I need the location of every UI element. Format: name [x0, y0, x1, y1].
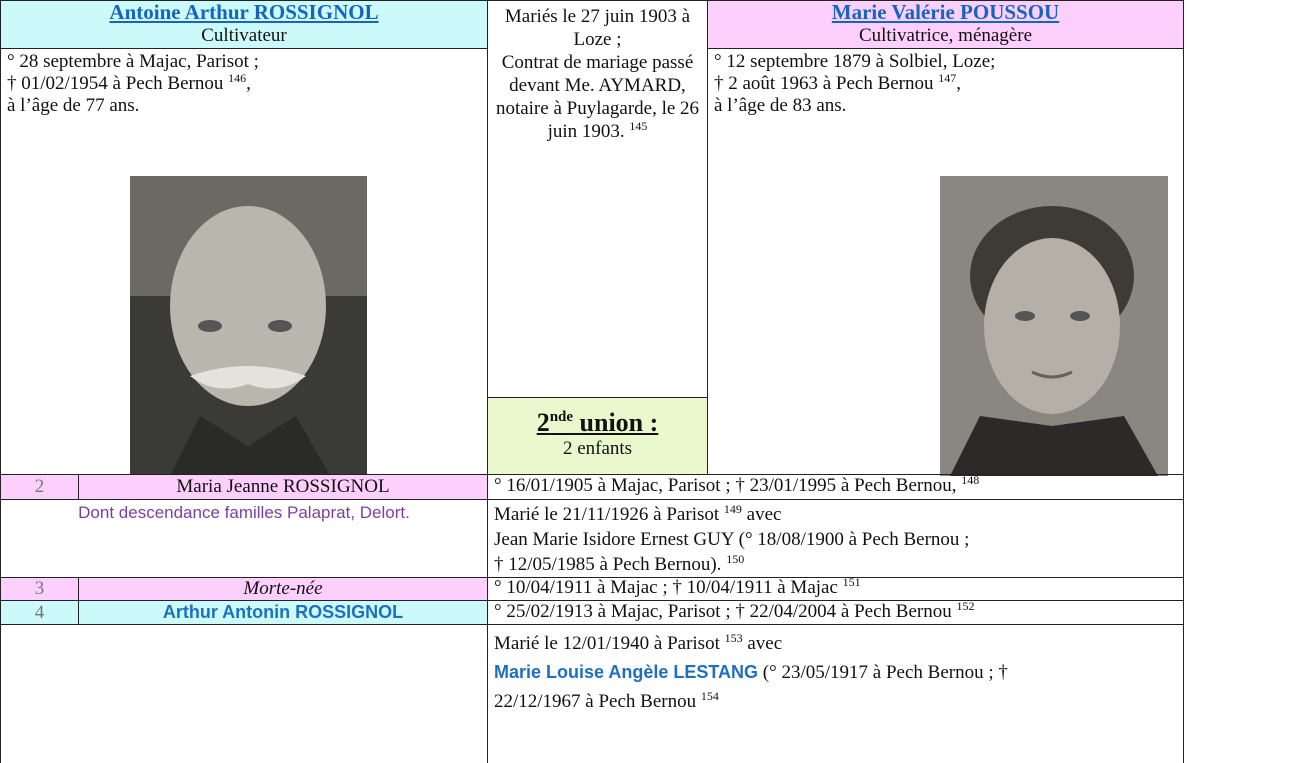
union-children: 2 enfants [562, 438, 633, 459]
child-dates-text: ° 25/02/1913 à Majac, Parisot ; † 22/04/… [494, 601, 952, 622]
footnote: 152 [956, 599, 975, 613]
child-dates: ° 10/04/1911 à Majac ; † 10/04/1911 à Ma… [487, 575, 1184, 601]
child-dates-text: ° 16/01/1905 à Majac, Parisot ; † 23/01/… [494, 475, 957, 496]
child-name: Maria Jeanne ROSSIGNOL [78, 474, 488, 500]
child-number: 3 [0, 577, 79, 601]
marriage-with: avec [747, 633, 783, 654]
wife-death-line: † 2 août 1963 à Pech Bernou 147, [714, 71, 1177, 95]
marriage-cell: Mariés le 27 juin 1903 à Loze ; Contrat … [487, 0, 708, 398]
husband-photo [130, 176, 367, 476]
marriage-text: Marié le 12/01/1940 à Parisot [494, 633, 720, 654]
husband-name: Antoine Arthur ROSSIGNOL [109, 0, 379, 24]
child-descendance: Dont descendance familles Palaprat, Delo… [0, 499, 488, 578]
wife-name: Marie Valérie POUSSOU [831, 0, 1060, 24]
union-suffix: nde [549, 409, 574, 425]
union-title: 2nde union : [488, 408, 707, 438]
child-number: 4 [0, 600, 79, 625]
child-name: Morte-née [78, 577, 488, 601]
spouse: Marie Louise Angèle LESTANG [494, 662, 759, 682]
husband-age: à l’âge de 77 ans. [7, 95, 140, 116]
wife-occupation: Cultivatrice, ménagère [858, 25, 1033, 46]
footnote: 149 [723, 502, 742, 516]
husband-death: † 01/02/1954 à Pech Bernou [7, 73, 224, 94]
child-name: Arthur Antonin ROSSIGNOL [78, 600, 488, 625]
wife-birth: ° 12 septembre 1879 à Solbiel, Loze; [714, 51, 996, 72]
husband-death-line: † 01/02/1954 à Pech Bernou 146, [7, 71, 481, 95]
husband-details: ° 28 septembre à Majac, Parisot ; † 01/0… [0, 48, 488, 475]
spouse-death: † 12/05/1985 à Pech Bernou). [494, 554, 722, 575]
empty-cell [0, 624, 488, 763]
wife-details: ° 12 septembre 1879 à Solbiel, Loze; † 2… [707, 48, 1184, 475]
child-dates-text: ° 10/04/1911 à Majac ; † 10/04/1911 à Ma… [494, 577, 838, 598]
wife-header: Marie Valérie POUSSOU Cultivatrice, ména… [707, 0, 1184, 49]
child-number: 2 [0, 474, 79, 500]
footnote: 145 [629, 119, 648, 133]
punct: , [956, 73, 962, 94]
husband-header: Antoine Arthur ROSSIGNOL Cultivateur [0, 0, 488, 49]
wife-death: † 2 août 1963 à Pech Bernou [714, 73, 934, 94]
wife-photo [940, 176, 1168, 476]
child-dates: ° 16/01/1905 à Majac, Parisot ; † 23/01/… [487, 474, 1184, 500]
footnote: 146 [228, 71, 247, 85]
husband-occupation: Cultivateur [201, 25, 287, 46]
marriage-contract-line: Contrat de mariage passé devant Me. AYMA… [494, 51, 701, 143]
marriage-text: Marié le 21/11/1926 à Parisot [494, 504, 720, 525]
child-marriage: Marié le 21/11/1926 à Parisot 149 avec J… [487, 499, 1184, 578]
wife-age: à l’âge de 83 ans. [714, 95, 847, 116]
marriage-contract: Contrat de mariage passé devant Me. AYMA… [495, 52, 700, 142]
marriage-date: Mariés le 27 juin 1903 à Loze ; [504, 6, 691, 50]
spouse-birth: (° 23/05/1917 à Pech Bernou ; † [762, 662, 1008, 683]
spouse: Jean Marie Isidore Ernest GUY (° 18/08/1… [494, 529, 970, 550]
footnote: 148 [961, 473, 980, 487]
punct: , [246, 73, 251, 94]
spouse-death: 22/12/1967 à Pech Bernou [494, 691, 697, 712]
union-cell: 2nde union : 2 enfants [487, 397, 708, 475]
child-dates: ° 25/02/1913 à Majac, Parisot ; † 22/04/… [487, 600, 1184, 625]
footnote: 147 [938, 71, 957, 85]
footnote: 154 [700, 689, 719, 703]
footnote: 150 [726, 552, 745, 566]
union-number: 2 [536, 408, 550, 437]
husband-birth: ° 28 septembre à Majac, Parisot ; [7, 51, 259, 72]
footnote: 153 [724, 631, 743, 645]
child-marriage: Marié le 12/01/1940 à Parisot 153 avec M… [487, 624, 1184, 763]
marriage-with: avec [746, 504, 782, 525]
footnote: 151 [842, 575, 861, 589]
union-label: union : [579, 408, 659, 437]
